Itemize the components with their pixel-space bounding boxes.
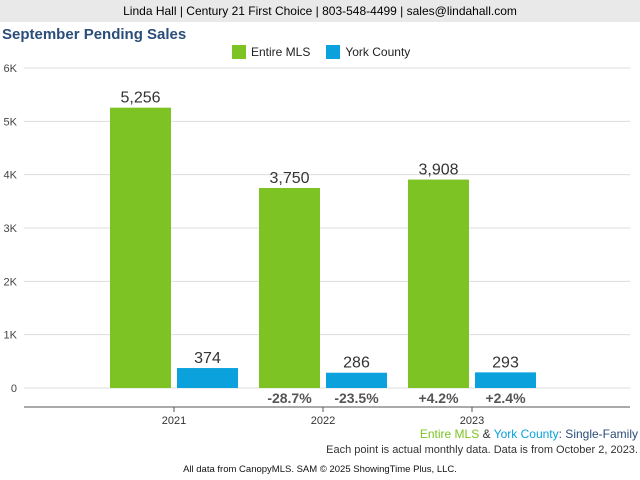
bar-york-county	[326, 372, 387, 388]
data-credit: All data from CanopyMLS. SAM © 2025 Show…	[183, 464, 457, 475]
y-tick-label: 1K	[4, 330, 18, 342]
bar-entire-mls	[110, 107, 171, 389]
y-tick-label: 6K	[4, 63, 18, 75]
contact-header: Linda Hall | Century 21 First Choice | 8…	[0, 0, 640, 22]
change-label: +4.2%	[418, 390, 459, 406]
x-tick-label: 2023	[460, 415, 484, 427]
legend-item-entire-mls[interactable]: Entire MLS	[232, 45, 310, 59]
footnote-suffix: : Single-Family	[558, 427, 638, 441]
chart-legend: Entire MLS York County	[232, 45, 426, 59]
data-label: 5,256	[120, 90, 160, 107]
data-label: 374	[194, 350, 221, 367]
bar-york-county	[177, 368, 238, 388]
change-label: -28.7%	[267, 390, 312, 406]
bar-entire-mls	[408, 179, 469, 388]
legend-swatch-york-county	[326, 45, 341, 59]
bar-york-county	[475, 372, 536, 388]
change-label: +2.4%	[485, 390, 526, 406]
y-tick-label: 5K	[4, 116, 18, 128]
data-label: 286	[343, 355, 370, 372]
data-label: 293	[492, 354, 519, 371]
legend-label-entire-mls: Entire MLS	[251, 45, 311, 59]
bar-entire-mls	[259, 188, 320, 388]
data-label: 3,908	[418, 162, 458, 179]
x-tick-label: 2021	[162, 415, 186, 427]
y-tick-label: 0	[11, 383, 17, 395]
legend-item-york-county[interactable]: York County	[326, 45, 410, 59]
legend-label-york-county: York County	[345, 45, 411, 59]
footnote-amp: &	[479, 427, 494, 441]
data-label: 3,750	[269, 170, 309, 187]
series-footnote: Entire MLS & York County: Single-Family	[420, 427, 638, 441]
footnote-york-county: York County	[493, 427, 559, 441]
chart-title: September Pending Sales	[2, 26, 187, 43]
contact-line: Linda Hall | Century 21 First Choice | 8…	[123, 4, 517, 18]
y-tick-label: 2K	[4, 276, 18, 288]
y-tick-label: 4K	[4, 170, 18, 182]
footnote-entire-mls: Entire MLS	[419, 427, 480, 441]
legend-swatch-entire-mls	[232, 45, 246, 59]
y-tick-label: 3K	[4, 223, 18, 235]
data-note: Each point is actual monthly data. Data …	[326, 444, 638, 456]
x-tick-label: 2022	[311, 415, 335, 427]
change-label: -23.5%	[334, 390, 379, 406]
